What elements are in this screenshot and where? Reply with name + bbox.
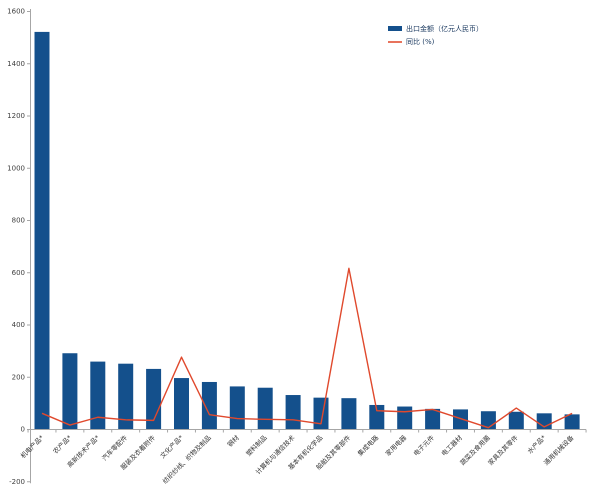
x-label-15: 电工器材 (439, 433, 464, 458)
line-series-swatch (388, 40, 402, 43)
bar-14 (425, 408, 441, 429)
line-series-label: 同比 (%) (406, 37, 435, 46)
x-label-19: 通用机械设备 (542, 433, 576, 467)
bar-0 (34, 31, 50, 430)
bar-17 (508, 411, 524, 429)
x-label-14: 电子元件 (411, 433, 436, 458)
x-label-7: 钢材 (225, 433, 241, 449)
y-tick-label: 200 (12, 373, 25, 381)
bar-series-label: 出口金额（亿元人民币） (406, 24, 483, 33)
bar-5 (174, 378, 189, 429)
yoy-line (41, 267, 573, 429)
x-label-5: 文化产品* (158, 433, 186, 461)
y-tick-label: 400 (12, 321, 25, 329)
bar-9 (285, 395, 301, 429)
y-tick-label: 1200 (7, 112, 25, 120)
y-tick-label: 600 (12, 269, 25, 277)
legend: 出口金额（亿元人民币） 同比 (%) (388, 22, 483, 48)
bar-13 (397, 406, 413, 429)
x-label-13: 家用电器 (383, 433, 408, 458)
bar-1 (62, 353, 78, 429)
y-tick-label: -200 (9, 478, 25, 486)
bar-2 (90, 361, 106, 429)
legend-item-export: 出口金额（亿元人民币） (388, 22, 483, 35)
bar-8 (257, 387, 273, 429)
bar-11 (341, 398, 357, 429)
bar-series-swatch (388, 26, 402, 31)
x-label-6: 纺织纱线、织物及制品 (160, 433, 212, 485)
x-label-1: 农产品* (51, 433, 74, 456)
x-label-3: 汽车零配件 (100, 433, 130, 463)
x-label-0: 机电产品* (18, 433, 46, 461)
y-tick-label: 800 (12, 217, 25, 225)
y-tick-label: 1400 (7, 60, 25, 68)
x-label-17: 家具及其零件 (486, 433, 520, 467)
y-tick-label: 1000 (7, 164, 25, 172)
bar-19 (564, 414, 580, 429)
bar-6 (201, 381, 217, 429)
y-tick-label: 1600 (7, 8, 25, 16)
legend-item-yoy: 同比 (%) (388, 35, 483, 48)
x-label-18: 水产品* (525, 433, 548, 456)
bar-4 (146, 368, 162, 429)
x-label-12: 集成电路 (355, 433, 380, 458)
bar-7 (229, 386, 245, 429)
y-tick-label: 0 (21, 426, 25, 434)
bar-3 (118, 363, 134, 429)
x-label-8: 塑料制品 (244, 433, 269, 458)
